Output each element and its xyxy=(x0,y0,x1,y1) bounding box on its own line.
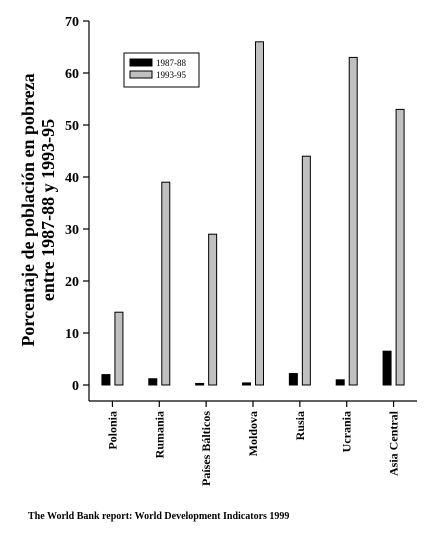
y-tick-label: 10 xyxy=(65,327,79,342)
bar-1987-88-moldova xyxy=(242,382,251,386)
x-tick-label: Países Bálticos xyxy=(199,411,213,486)
y-tick-label: 30 xyxy=(65,223,79,238)
bar-1993-95-moldova xyxy=(255,41,264,386)
bar-1987-88-polonia xyxy=(101,374,111,386)
legend-label-1993-95: 1993-95 xyxy=(156,70,186,80)
x-tick-label: Ucrania xyxy=(340,411,354,452)
legend-box xyxy=(123,52,200,88)
bar-1993-95-polonia xyxy=(114,311,124,386)
y-tick-label: 70 xyxy=(65,15,79,30)
bar-1987-88-rumania xyxy=(148,378,158,386)
x-tick-label: Moldova xyxy=(246,411,260,456)
legend: 1987-88 1993-95 xyxy=(123,52,200,88)
bar-1987-88-ucrania xyxy=(335,379,345,386)
bars xyxy=(101,41,405,386)
x-tick-label: Rusia xyxy=(293,411,307,440)
source-note: The World Bank report: World Development… xyxy=(28,511,290,522)
bar-1993-95-asia-central xyxy=(395,108,405,386)
y-ticks: 0 10 20 30 40 50 60 70 xyxy=(65,15,89,394)
y-tick-label: 20 xyxy=(65,275,79,290)
bar-1993-95-rusia xyxy=(301,155,311,386)
x-tick-labels: Polonia Rumania Países Bálticos Moldova Rusi… xyxy=(105,401,401,486)
legend-swatch-1993-95 xyxy=(129,70,153,79)
x-tick-label: Polonia xyxy=(105,411,119,450)
y-tick-label: 40 xyxy=(65,171,79,186)
y-axis-label-line-2: entre 1987-88 y 1993-95 xyxy=(38,119,58,301)
legend-label-1987-88: 1987-88 xyxy=(156,58,186,68)
bar-1987-88-asia-central xyxy=(382,350,392,386)
y-axis-label-line-1: Porcentaje de población en pobreza xyxy=(18,73,38,346)
y-tick-label: 0 xyxy=(72,379,79,394)
bar-1993-95-rumania xyxy=(161,181,171,386)
y-axis-label: Porcentaje de población en pobreza entre… xyxy=(18,73,58,346)
legend-swatch-1987-88 xyxy=(129,58,153,67)
y-tick-label: 50 xyxy=(65,119,79,134)
y-tick-label: 60 xyxy=(65,67,79,82)
x-tick-label: Rumania xyxy=(152,411,166,458)
bar-1993-95-países-bálticos xyxy=(208,233,218,386)
bar-1987-88-rusia xyxy=(288,373,298,386)
x-tick-label: Asia Central xyxy=(387,410,401,476)
bar-1993-95-ucrania xyxy=(348,56,358,386)
bar-1987-88-países-bálticos xyxy=(195,382,205,386)
